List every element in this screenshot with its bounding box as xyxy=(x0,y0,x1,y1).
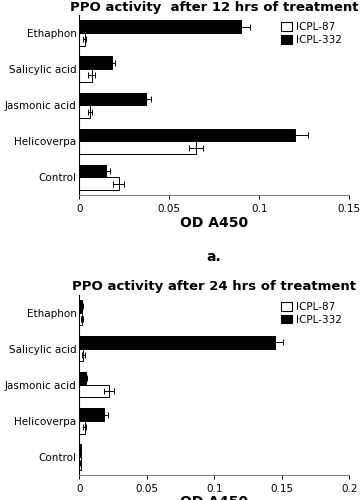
Bar xyxy=(79,128,295,141)
Bar xyxy=(79,56,112,69)
Bar xyxy=(79,20,241,33)
Bar xyxy=(79,92,146,105)
X-axis label: OD A450: OD A450 xyxy=(180,496,248,500)
Bar xyxy=(79,178,119,190)
Bar xyxy=(79,457,81,469)
Bar xyxy=(79,348,83,362)
Bar xyxy=(79,300,82,312)
Bar xyxy=(79,105,90,118)
Bar xyxy=(79,421,85,434)
Title: PPO activity  after 12 hrs of treatment: PPO activity after 12 hrs of treatment xyxy=(70,1,359,14)
Bar xyxy=(79,142,196,154)
Legend: ICPL-87, ICPL-332: ICPL-87, ICPL-332 xyxy=(279,300,344,326)
Title: PPO activity after 24 hrs of treatment: PPO activity after 24 hrs of treatment xyxy=(72,280,356,293)
Bar xyxy=(79,372,86,385)
Bar xyxy=(79,444,81,457)
Bar xyxy=(79,336,275,348)
X-axis label: OD A450: OD A450 xyxy=(180,216,248,230)
Bar xyxy=(79,69,92,82)
Bar xyxy=(79,385,109,398)
Bar xyxy=(79,408,104,421)
Text: a.: a. xyxy=(207,250,221,264)
Bar xyxy=(79,312,82,326)
Bar xyxy=(79,164,106,177)
Bar xyxy=(79,33,85,46)
Legend: ICPL-87, ICPL-332: ICPL-87, ICPL-332 xyxy=(279,20,344,47)
